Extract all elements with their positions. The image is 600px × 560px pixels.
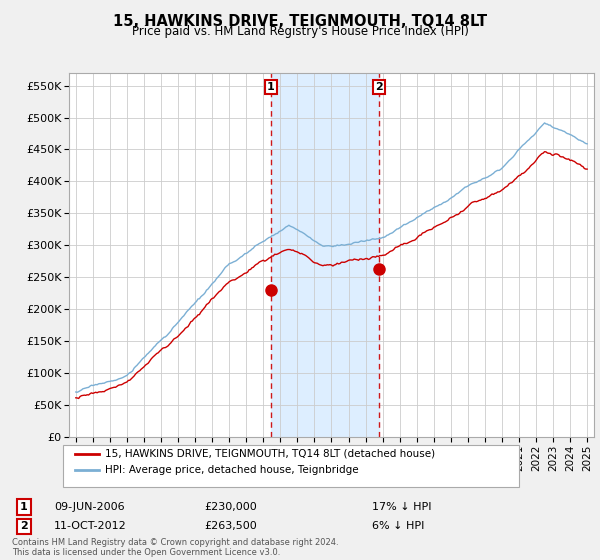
Text: 1: 1 [267,82,275,92]
HPI: Average price, detached house, Teignbridge: (2e+03, 6.97e+04): Average price, detached house, Teignbrid… [74,389,81,395]
Text: Contains HM Land Registry data © Crown copyright and database right 2024.
This d: Contains HM Land Registry data © Crown c… [12,538,338,557]
15, HAWKINS DRIVE, TEIGNMOUTH, TQ14 8LT (detached house) [382,251,389,258]
Text: 11-OCT-2012: 11-OCT-2012 [54,521,127,531]
HPI: Average price, detached house, Teignbridge: (2e+03, 8.07e+04): Average price, detached house, Teignbrid… [88,382,95,389]
Text: HPI: Average price, detached house, Teignbridge: HPI: Average price, detached house, Teig… [105,465,359,475]
Text: 2: 2 [20,521,28,531]
Text: 15, HAWKINS DRIVE, TEIGNMOUTH, TQ14 8LT (detached house): 15, HAWKINS DRIVE, TEIGNMOUTH, TQ14 8LT … [105,449,435,459]
Text: 09-JUN-2006: 09-JUN-2006 [54,502,125,512]
Text: 15, HAWKINS DRIVE, TEIGNMOUTH, TQ14 8LT: 15, HAWKINS DRIVE, TEIGNMOUTH, TQ14 8LT [113,14,487,29]
HPI: Average price, detached house, Teignbridge: (2.02e+03, 4.61e+05): Average price, detached house, Teignbrid… [523,139,530,146]
Text: £230,000: £230,000 [204,502,257,512]
Bar [271,73,379,437]
Text: Price paid vs. HM Land Registry's House Price Index (HPI): Price paid vs. HM Land Registry's House … [131,25,469,38]
Text: £263,500: £263,500 [204,521,257,531]
Line: HPI: Average price, detached house, Teignbridge: HPI: Average price, detached house, Teig… [76,123,587,392]
15, HAWKINS DRIVE, TEIGNMOUTH, TQ14 8LT (detached house) [541,148,548,155]
HPI: Average price, detached house, Teignbridge: (2e+03, 7.02e+04): Average price, detached house, Teignbrid… [72,389,79,395]
15, HAWKINS DRIVE, TEIGNMOUTH, TQ14 8LT (detached house) [365,256,372,263]
Text: 1: 1 [20,502,28,512]
Text: 2: 2 [375,82,383,92]
Text: 6% ↓ HPI: 6% ↓ HPI [372,521,424,531]
HPI: Average price, detached house, Teignbridge: (2.01e+03, 3.08e+05): Average price, detached house, Teignbrid… [365,237,372,244]
HPI: Average price, detached house, Teignbridge: (2e+03, 1.7e+05): Average price, detached house, Teignbrid… [169,325,176,332]
Line: 15, HAWKINS DRIVE, TEIGNMOUTH, TQ14 8LT (detached house): 15, HAWKINS DRIVE, TEIGNMOUTH, TQ14 8LT … [76,152,587,399]
15, HAWKINS DRIVE, TEIGNMOUTH, TQ14 8LT (detached house) [72,394,79,401]
HPI: Average price, detached house, Teignbridge: (2.02e+03, 4.59e+05): Average price, detached house, Teignbrid… [584,141,591,147]
HPI: Average price, detached house, Teignbridge: (2.02e+03, 4.92e+05): Average price, detached house, Teignbrid… [541,120,548,127]
Text: 17% ↓ HPI: 17% ↓ HPI [372,502,431,512]
HPI: Average price, detached house, Teignbridge: (2.01e+03, 3.25e+05): Average price, detached house, Teignbrid… [393,226,400,232]
15, HAWKINS DRIVE, TEIGNMOUTH, TQ14 8LT (detached house) [584,166,591,172]
HPI: Average price, detached house, Teignbridge: (2.01e+03, 3.13e+05): Average price, detached house, Teignbrid… [382,234,389,240]
15, HAWKINS DRIVE, TEIGNMOUTH, TQ14 8LT (detached house) [169,338,176,344]
15, HAWKINS DRIVE, TEIGNMOUTH, TQ14 8LT (detached house) [393,244,400,250]
15, HAWKINS DRIVE, TEIGNMOUTH, TQ14 8LT (detached house) [523,167,530,174]
15, HAWKINS DRIVE, TEIGNMOUTH, TQ14 8LT (detached house) [75,395,82,402]
15, HAWKINS DRIVE, TEIGNMOUTH, TQ14 8LT (detached house) [88,390,95,396]
